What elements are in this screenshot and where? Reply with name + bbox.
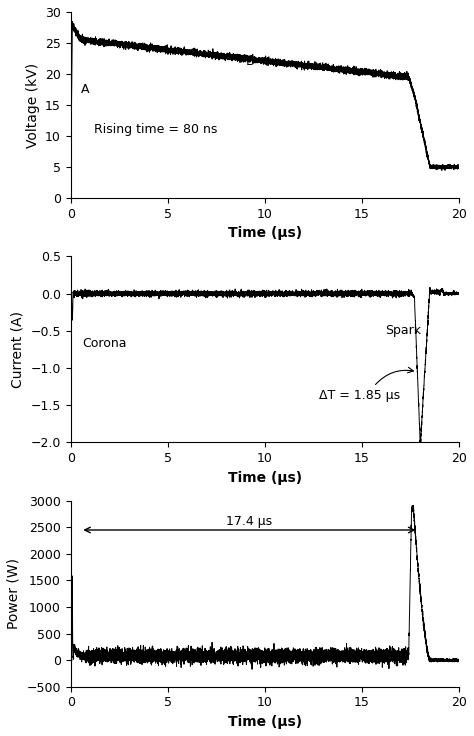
X-axis label: Time (μs): Time (μs): [228, 470, 302, 484]
Text: B: B: [246, 54, 254, 68]
Text: A: A: [81, 82, 89, 96]
Text: 17.4 μs: 17.4 μs: [226, 514, 273, 528]
Y-axis label: Current (A): Current (A): [11, 311, 25, 388]
Text: ΔT = 1.85 μs: ΔT = 1.85 μs: [319, 389, 401, 402]
Y-axis label: Voltage (kV): Voltage (kV): [26, 63, 39, 147]
X-axis label: Time (μs): Time (μs): [228, 226, 302, 240]
Text: Spark: Spark: [385, 325, 421, 338]
Text: Rising time = 80 ns: Rising time = 80 ns: [94, 123, 218, 136]
X-axis label: Time (μs): Time (μs): [228, 715, 302, 729]
Text: Corona: Corona: [82, 337, 127, 350]
Y-axis label: Power (W): Power (W): [7, 559, 21, 629]
